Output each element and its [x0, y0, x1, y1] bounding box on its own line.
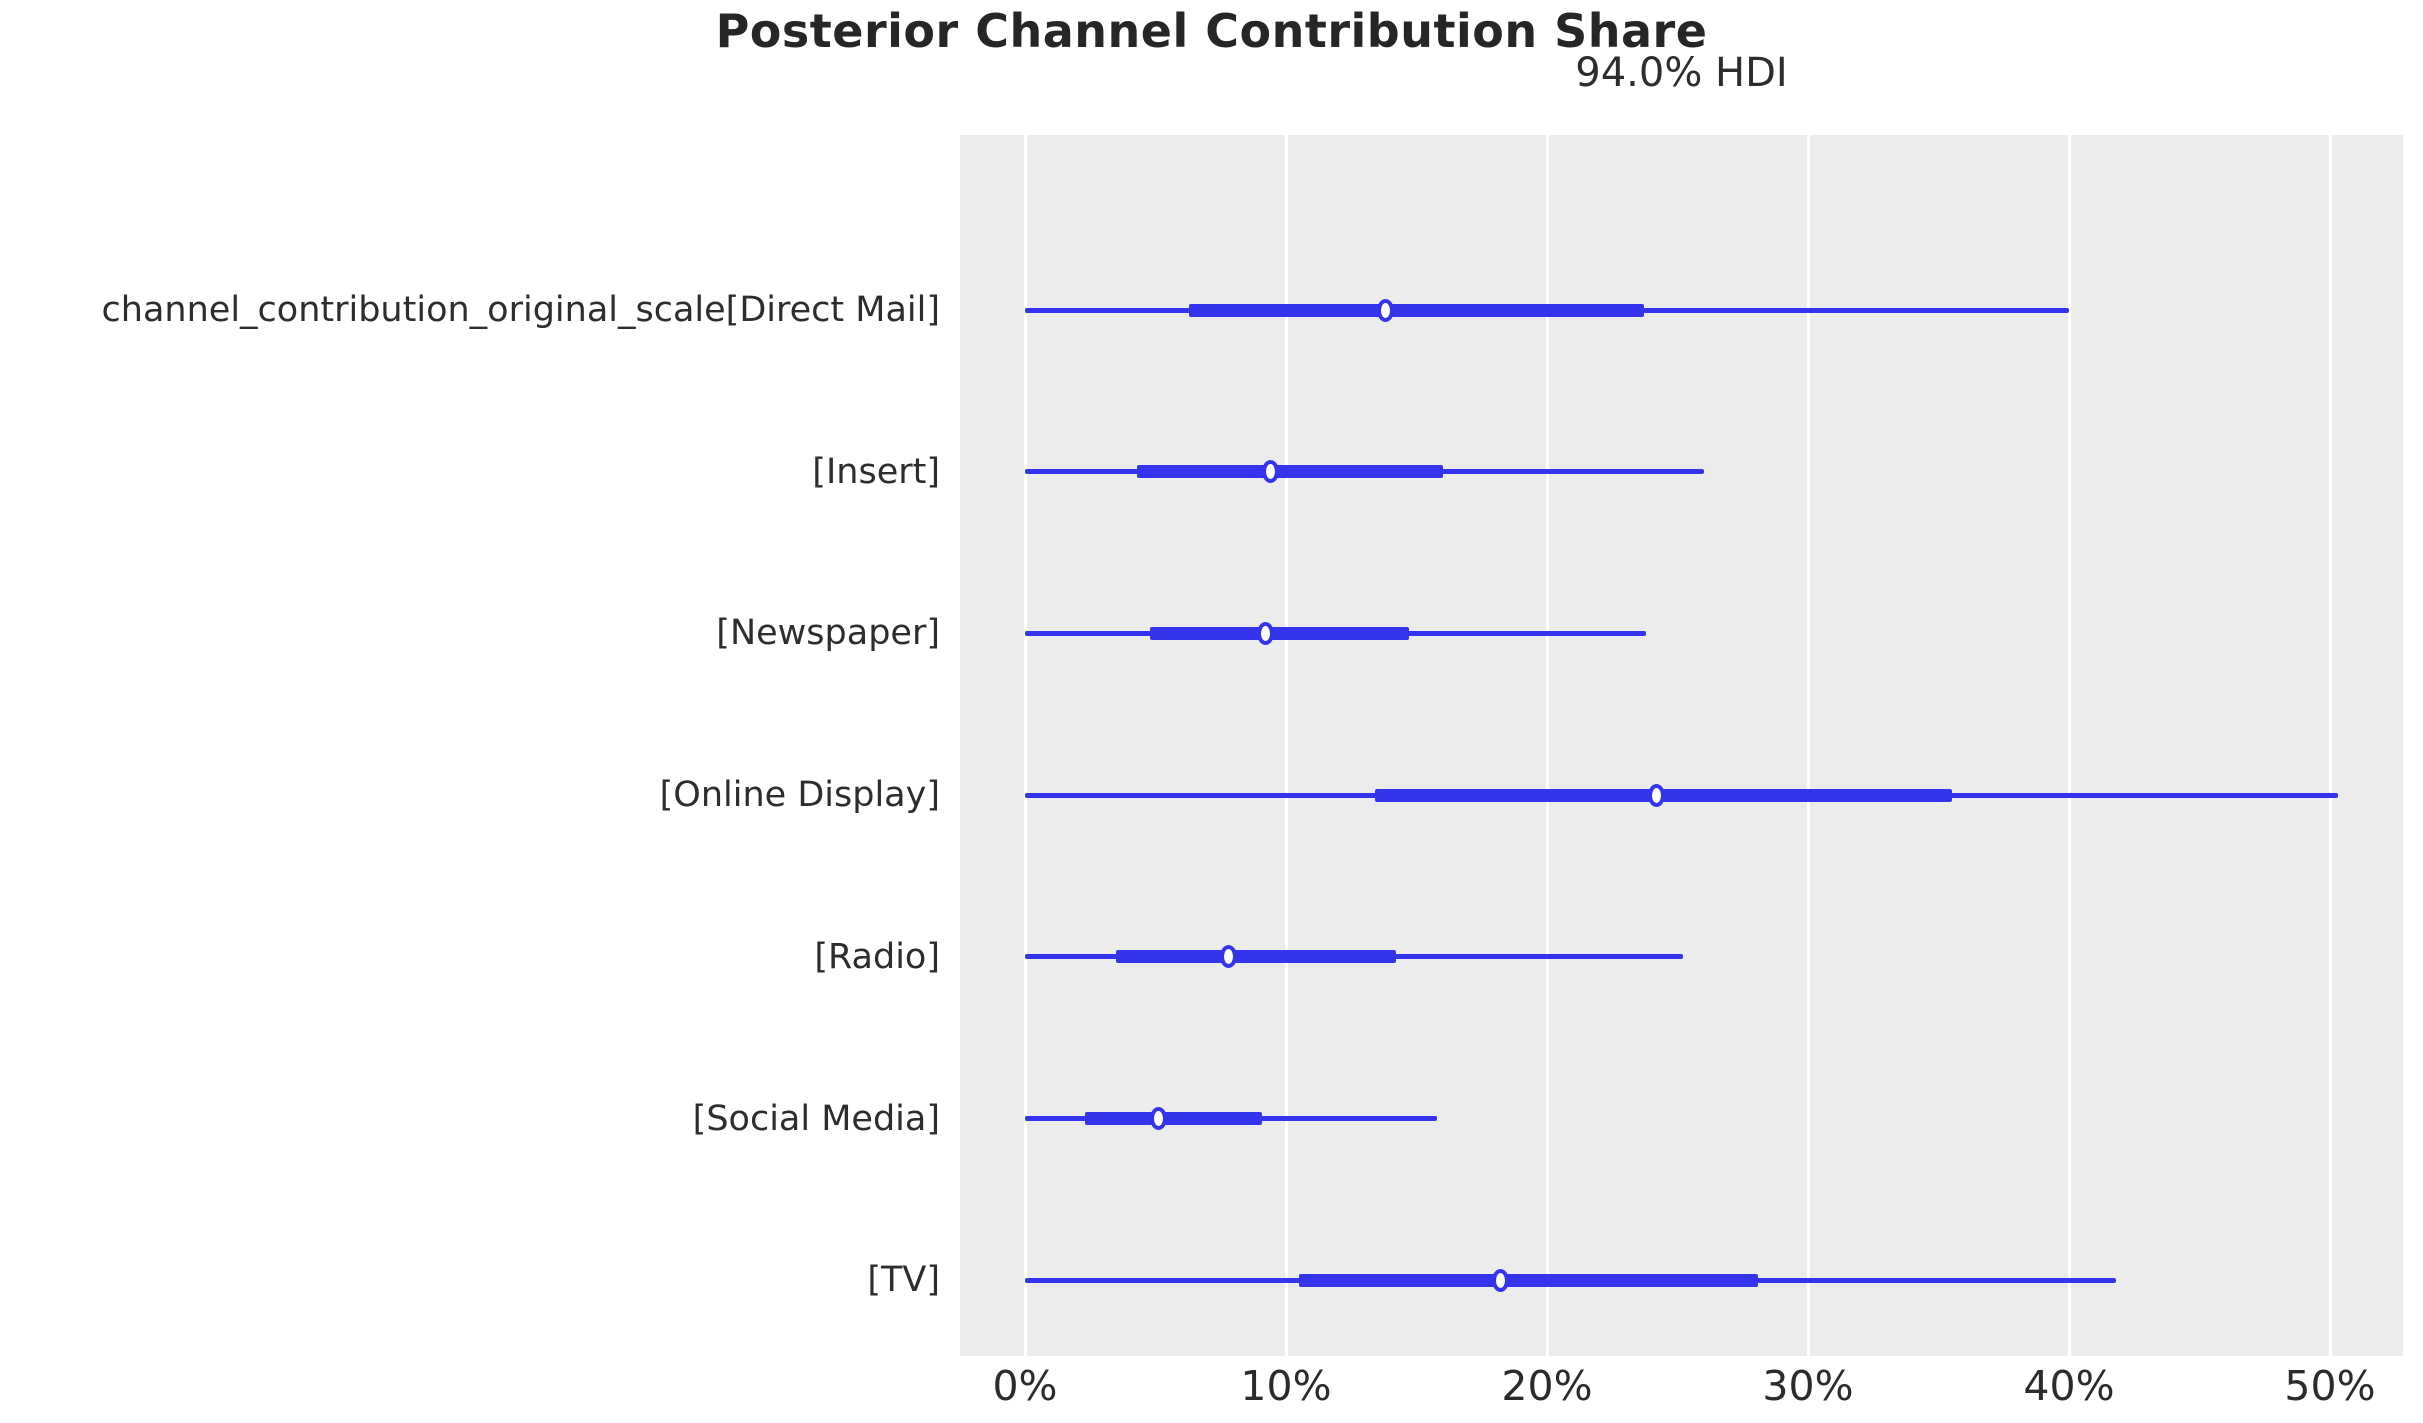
- median-marker: [1261, 460, 1279, 484]
- y-axis-labels: channel_contribution_original_scale[Dire…: [0, 0, 940, 1423]
- quartile-interval-line: [1137, 465, 1443, 479]
- median-marker: [1149, 1107, 1167, 1130]
- plot-area: [960, 135, 2403, 1356]
- y-axis-label: channel_contribution_original_scale[Dire…: [101, 290, 940, 330]
- y-axis-label: [Online Display]: [659, 775, 940, 816]
- y-axis-label: [TV]: [867, 1260, 940, 1301]
- x-tick-label: 40%: [2023, 1362, 2115, 1410]
- quartile-interval-line: [1150, 626, 1409, 640]
- median-marker: [1491, 1268, 1509, 1292]
- x-tick-label: 10%: [1240, 1362, 1332, 1410]
- gridline-10%: [1284, 135, 1288, 1356]
- quartile-interval-line: [1085, 1112, 1263, 1125]
- x-tick-label: 0%: [992, 1362, 1058, 1410]
- gridline-20%: [1545, 135, 1549, 1356]
- x-tick-label: 20%: [1501, 1362, 1593, 1410]
- quartile-interval-line: [1299, 1273, 1759, 1287]
- hdi-subtitle: 94.0% HDI: [1575, 50, 1788, 96]
- gridline-0%: [1023, 135, 1027, 1356]
- chart-title: Posterior Channel Contribution Share: [715, 4, 1708, 58]
- y-axis-label: [Newspaper]: [716, 613, 940, 654]
- gridline-30%: [1806, 135, 1810, 1356]
- median-marker: [1256, 621, 1274, 645]
- median-marker: [1648, 783, 1666, 807]
- x-tick-label: 30%: [1762, 1362, 1854, 1410]
- y-axis-label: [Radio]: [814, 936, 940, 977]
- quartile-interval-line: [1189, 303, 1644, 317]
- y-axis-label: [Social Media]: [692, 1098, 940, 1139]
- gridline-50%: [2328, 135, 2332, 1356]
- median-marker: [1376, 298, 1394, 322]
- y-axis-label: [Insert]: [812, 451, 940, 492]
- x-tick-label: 50%: [2284, 1362, 2376, 1410]
- gridline-40%: [2067, 135, 2071, 1356]
- median-marker: [1220, 945, 1238, 969]
- quartile-interval-line: [1116, 950, 1396, 964]
